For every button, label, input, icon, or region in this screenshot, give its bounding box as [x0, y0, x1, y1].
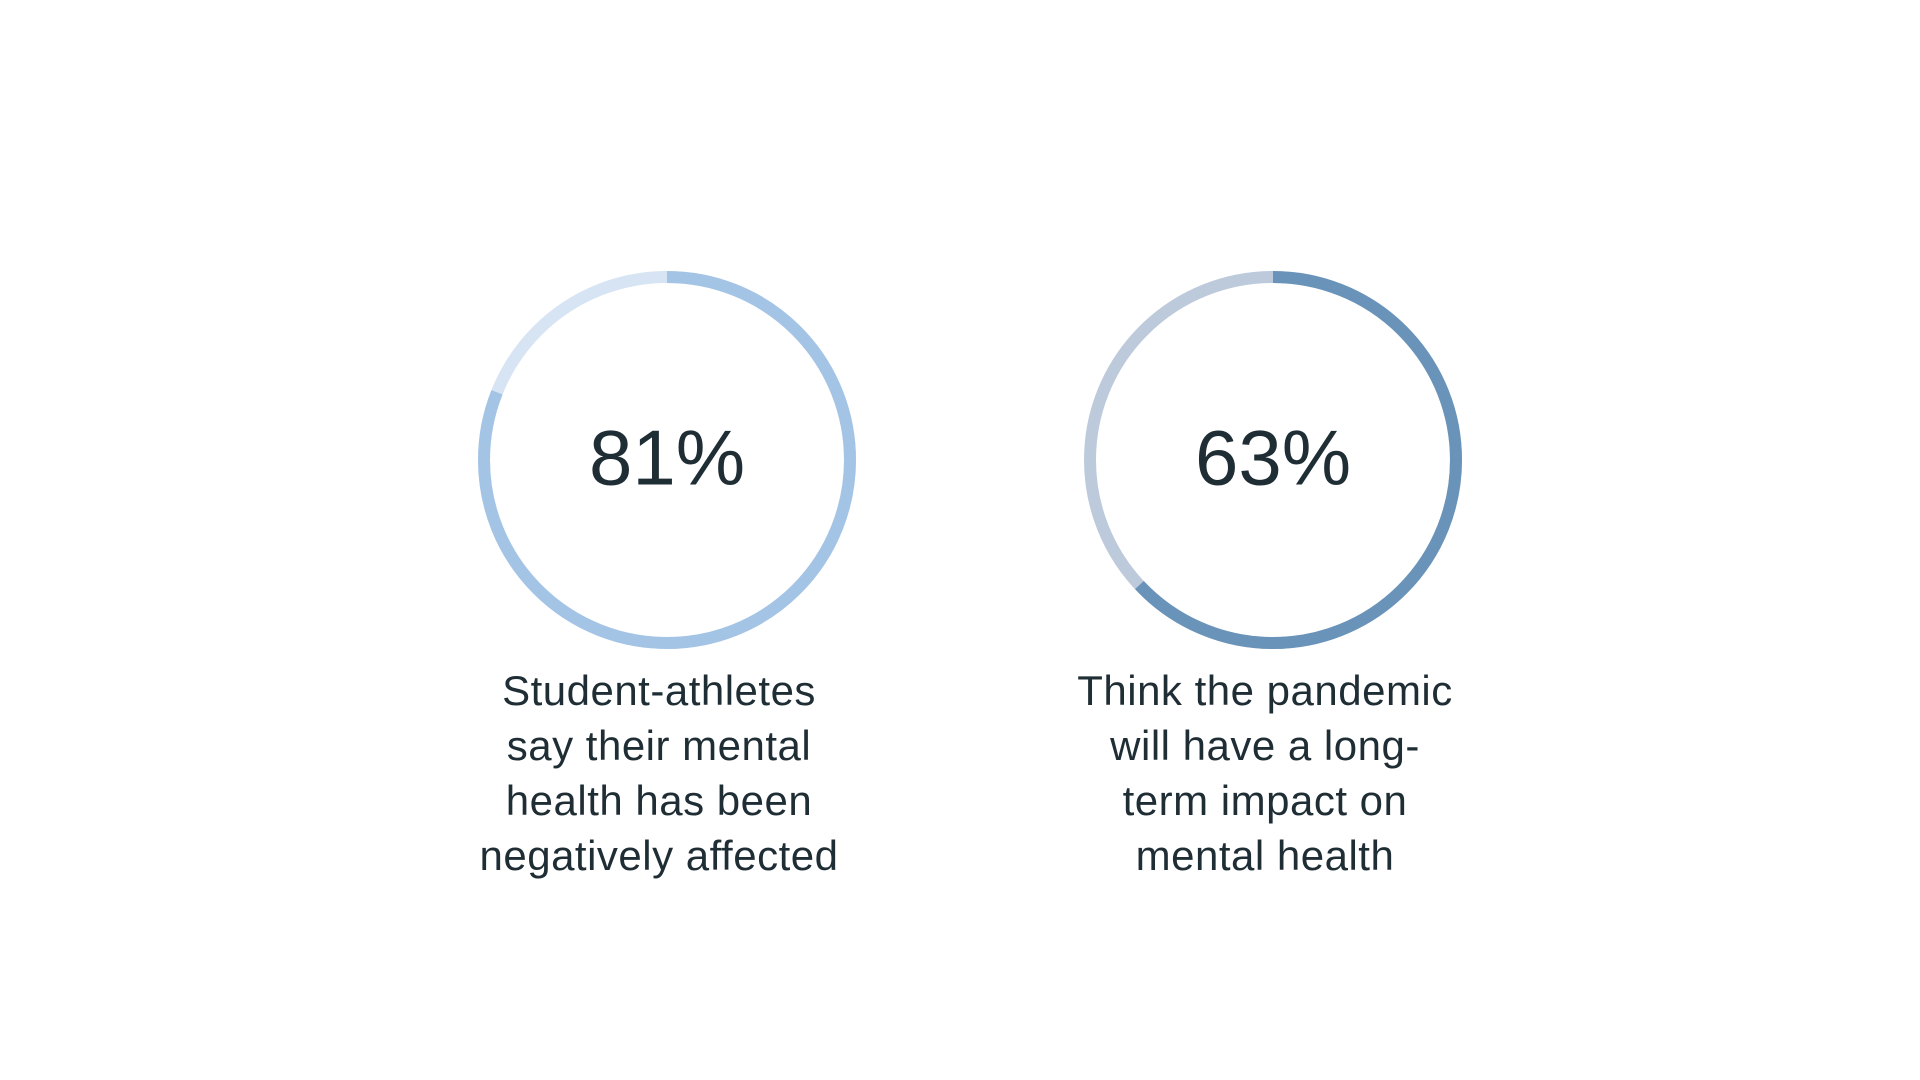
ring-progress	[478, 271, 856, 649]
ring-progress	[1084, 271, 1462, 649]
percent-label: 81%	[589, 414, 745, 502]
caption: Think the pandemic will have a long-term…	[1077, 667, 1453, 879]
percent-label: 63%	[1195, 414, 1351, 502]
caption: Student-athletes say their mental health…	[479, 667, 839, 879]
